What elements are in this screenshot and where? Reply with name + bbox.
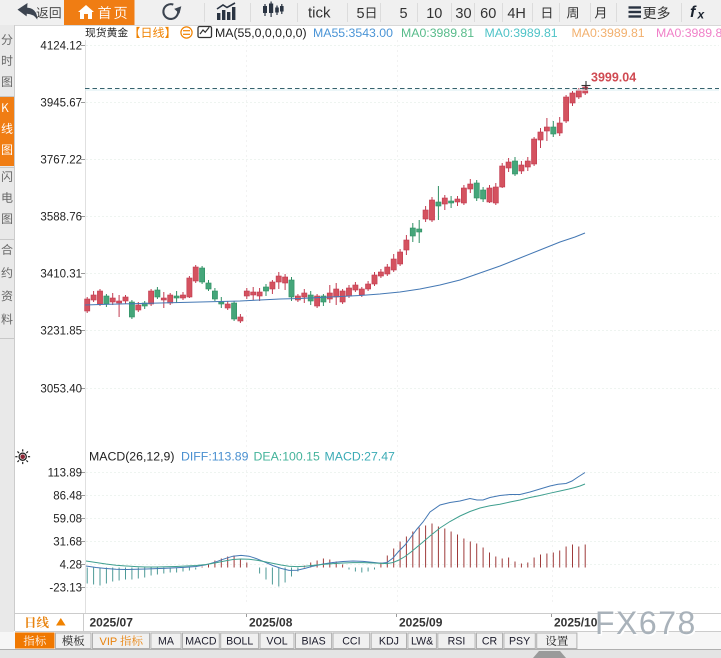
svg-text:MACD(26,12,9): MACD(26,12,9) [89, 450, 174, 464]
svg-text:2025/09: 2025/09 [399, 616, 443, 630]
svg-text:3767.22: 3767.22 [40, 155, 82, 167]
svg-text:3410.31: 3410.31 [40, 269, 82, 281]
svg-text:10: 10 [426, 6, 442, 22]
svg-text:86.48: 86.48 [53, 491, 82, 503]
svg-text:-23.13: -23.13 [49, 583, 82, 595]
svg-text:MACD: MACD [185, 636, 217, 648]
svg-text:x: x [697, 8, 706, 22]
svg-text:30: 30 [455, 6, 471, 22]
svg-text:CR: CR [482, 636, 498, 648]
svg-text:4.28: 4.28 [60, 560, 82, 572]
svg-text:5: 5 [400, 6, 408, 22]
svg-text:MA0:3989.81: MA0:3989.81 [485, 26, 558, 40]
svg-text:3999.04: 3999.04 [591, 71, 636, 85]
svg-text:4124.12: 4124.12 [40, 41, 82, 53]
svg-text:113.89: 113.89 [48, 468, 82, 480]
svg-text:MA0:3989.81: MA0:3989.81 [401, 26, 474, 40]
svg-text:MACD:27.47: MACD:27.47 [325, 450, 396, 464]
svg-text:60: 60 [480, 6, 496, 22]
svg-text:4H: 4H [507, 6, 526, 22]
svg-text:3231.85: 3231.85 [40, 326, 82, 338]
svg-text:MA(55,0,0,0,0,0): MA(55,0,0,0,0,0) [215, 26, 307, 40]
svg-text:BIAS: BIAS [302, 636, 326, 648]
svg-text:MA0:3989.81: MA0:3989.81 [656, 26, 721, 40]
svg-text:DEA:100.15: DEA:100.15 [254, 450, 320, 464]
svg-text:MA0:3989.81: MA0:3989.81 [572, 26, 645, 40]
svg-text:31.68: 31.68 [53, 537, 82, 549]
svg-text:3053.40: 3053.40 [40, 384, 82, 396]
svg-text:VIP: VIP [100, 636, 118, 648]
svg-text:5: 5 [357, 6, 365, 22]
svg-text:59.08: 59.08 [53, 514, 82, 526]
svg-text:MA: MA [158, 636, 175, 648]
svg-text:2025/08: 2025/08 [249, 616, 293, 630]
svg-text:2025/07: 2025/07 [90, 616, 134, 630]
svg-text:DIFF:113.89: DIFF:113.89 [181, 450, 249, 464]
svg-text:FX678: FX678 [597, 607, 699, 643]
svg-text:BOLL: BOLL [226, 636, 253, 648]
svg-text:FX678: FX678 [595, 605, 697, 641]
svg-text:VOL: VOL [266, 636, 287, 648]
svg-text:MA55:3543.00: MA55:3543.00 [313, 26, 393, 40]
svg-text:LW&: LW& [411, 636, 433, 648]
svg-text:3945.67: 3945.67 [40, 98, 82, 110]
svg-text:PSY: PSY [509, 636, 530, 648]
svg-text:2025/10: 2025/10 [554, 616, 598, 630]
svg-text:tick: tick [308, 5, 331, 22]
svg-text:CCI: CCI [342, 636, 360, 648]
svg-text:3588.76: 3588.76 [40, 212, 82, 224]
svg-text:f: f [690, 4, 697, 21]
svg-text:RSI: RSI [448, 636, 466, 648]
svg-text:KDJ: KDJ [379, 636, 399, 648]
